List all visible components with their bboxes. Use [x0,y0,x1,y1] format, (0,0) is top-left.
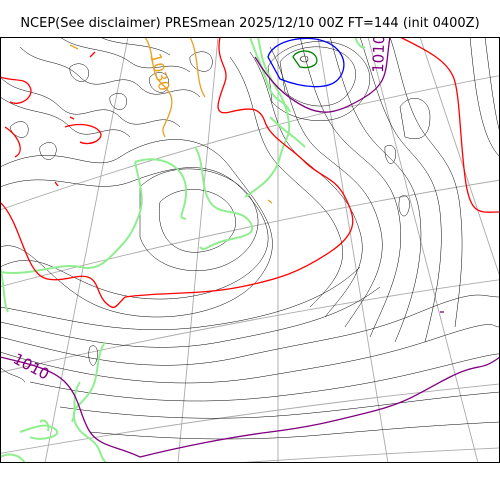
map-title: NCEP(See disclaimer) PRESmean 2025/12/10… [20,16,480,31]
contour-label-1010-north: 1010 [369,37,388,73]
isobar-1010 [0,37,500,458]
pressure-map: 1030 1010 1010 [0,37,500,463]
coastline [0,37,366,463]
graticule-parallel [0,383,500,454]
graticule-meridian [367,37,479,463]
graticule-meridian [177,37,219,463]
isobar-1030 [69,37,273,204]
graticule-parallel [0,279,500,373]
contour-label-1030: 1030 [146,51,173,93]
graticule-meridian [419,37,500,279]
graticule-parallel [228,447,500,463]
graticule [0,37,500,463]
graticule-parallel [0,75,500,211]
graticule-meridian [44,37,129,463]
low-pressure-center [267,37,345,88]
isobar-1020 [0,37,500,309]
graticule-meridian [317,37,389,463]
graticule-parallel [0,179,500,288]
contour-label-1010-south: 1010 [10,350,52,384]
isobars-thin [0,37,500,440]
